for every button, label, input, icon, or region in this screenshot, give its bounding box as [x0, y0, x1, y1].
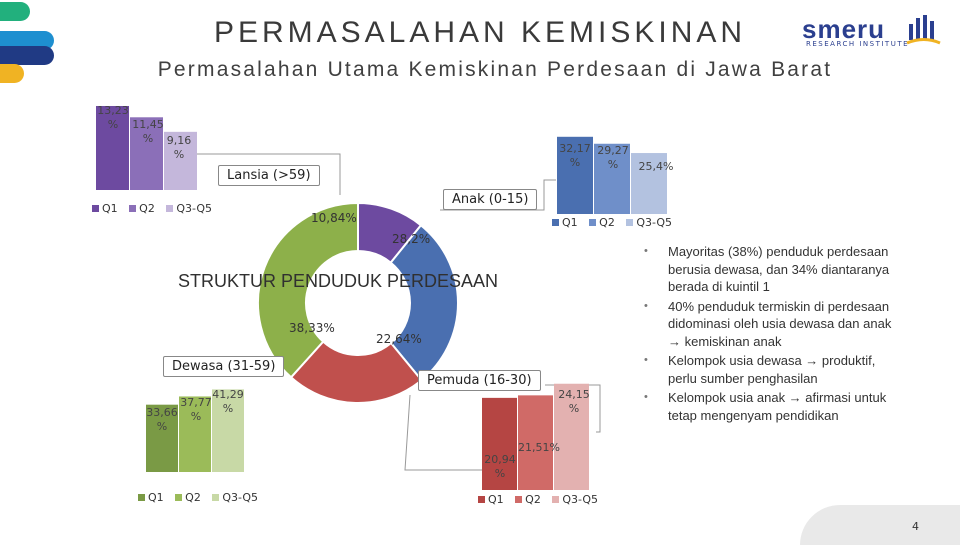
bar-label-pemuda-q1: 20,94 %: [484, 453, 516, 480]
bar-label-dewasa-q1: 33,66 %: [146, 406, 178, 433]
legend-label: Q1: [562, 216, 578, 229]
bar-0-1: [130, 117, 163, 190]
donut-pct-dewasa: 38,33%: [289, 321, 335, 335]
bar-label-anak-q3q5: 25,4%: [638, 160, 674, 173]
legend-swatch: [515, 496, 523, 503]
legend-lansia: Q1 Q2 Q3-Q5: [84, 202, 212, 215]
legend-label: Q1: [148, 491, 164, 504]
bar-label-pemuda-q2: 21,51%: [518, 441, 560, 454]
callout-dewasa: Dewasa (31-59): [163, 356, 285, 377]
footer-corner: [800, 505, 960, 545]
bar-0-2: [164, 131, 197, 190]
legend-anak: Q1 Q2 Q3-Q5: [544, 216, 672, 229]
legend-label: Q1: [102, 202, 118, 215]
page-subtitle: Permasalahan Utama Kemiskinan Perdesaan …: [157, 58, 833, 81]
legend-swatch: [92, 205, 99, 212]
callout-pemuda: Pemuda (16-30): [418, 370, 541, 391]
bar-1-0: [557, 136, 593, 214]
legend-swatch: [138, 494, 145, 501]
finding-item: Mayoritas (38%) penduduk perdesaan berus…: [640, 243, 900, 296]
donut-title: STRUKTUR PENDUDUK PERDESAAN: [178, 271, 499, 291]
bar-2-0: [146, 404, 178, 472]
bar-3-1: [518, 395, 553, 490]
donut-pct-anak: 28,2%: [392, 232, 431, 246]
bar-2-1: [179, 396, 211, 472]
legend-swatch: [175, 494, 183, 501]
legend-swatch: [589, 219, 597, 226]
legend-swatch: [552, 496, 560, 503]
bar-0-0: [96, 105, 129, 190]
bar-label-dewasa-q2: 37,77 %: [180, 396, 212, 423]
bar-2-2: [212, 389, 244, 472]
donut-pct-lansia: 10,84%: [311, 211, 357, 225]
bar-label-lansia-q2: 11,45 %: [132, 118, 164, 145]
legend-swatch: [478, 496, 485, 503]
decor-tab-navy: [0, 46, 54, 65]
legend-swatch: [166, 205, 174, 212]
legend-label: Q2: [185, 491, 201, 504]
finding-item: Kelompok usia dewasa → produktif, perlu …: [640, 352, 900, 387]
bar-label-lansia-q3q5: 9,16 %: [166, 134, 192, 161]
legend-swatch: [212, 494, 220, 501]
legend-label: Q3-Q5: [636, 216, 673, 229]
legend-label: Q2: [139, 202, 155, 215]
bar-3-0: [482, 397, 517, 490]
key-findings: Mayoritas (38%) penduduk perdesaan berus…: [640, 243, 900, 424]
logo-word: smeru: [802, 14, 886, 44]
bar-1-1: [594, 143, 630, 214]
smeru-logo: smeru RESEARCH INSTITUTE: [802, 14, 942, 48]
bar-1-2: [631, 153, 667, 214]
bar-chart-logo-icon: [906, 15, 941, 45]
bar-label-lansia-q1: 13,23 %: [97, 104, 129, 131]
callout-lansia: Lansia (>59): [218, 165, 320, 186]
legend-swatch: [626, 219, 634, 226]
legend-label: Q3-Q5: [176, 202, 213, 215]
finding-item: Kelompok usia anak → afirmasi untuk teta…: [640, 389, 900, 424]
legend-swatch: [552, 219, 559, 226]
decor-tab-green: [0, 2, 30, 21]
bar-label-pemuda-q3q5: 24,15 %: [558, 388, 590, 415]
page-title: PERMASALAHAN KEMISKINAN: [213, 16, 747, 49]
legend-swatch: [129, 205, 137, 212]
legend-label: Q1: [488, 493, 504, 506]
donut-pct-pemuda: 22,64%: [376, 332, 422, 346]
callout-anak: Anak (0-15): [443, 189, 538, 210]
finding-item: 40% penduduk termiskin di perdesaan dido…: [640, 298, 900, 351]
legend-pemuda: Q1 Q2 Q3-Q5: [470, 493, 598, 506]
donut-slice-2: [289, 340, 423, 404]
bar-label-anak-q1: 32,17 %: [559, 142, 591, 169]
bar-3-2: [554, 383, 589, 490]
legend-label: Q3-Q5: [222, 491, 259, 504]
page-number: 4: [912, 520, 919, 533]
bar-label-dewasa-q3q5: 41,29 %: [212, 388, 244, 415]
logo-tagline: RESEARCH INSTITUTE: [806, 40, 910, 48]
bar-label-anak-q2: 29,27 %: [597, 144, 629, 171]
decor-tab-blue: [0, 31, 54, 50]
legend-label: Q2: [525, 493, 541, 506]
legend-label: Q3-Q5: [562, 493, 599, 506]
legend-label: Q2: [599, 216, 615, 229]
donut-slice-3: [257, 201, 359, 379]
decor-tab-yellow: [0, 64, 24, 83]
legend-dewasa: Q1 Q2 Q3-Q5: [130, 491, 258, 504]
